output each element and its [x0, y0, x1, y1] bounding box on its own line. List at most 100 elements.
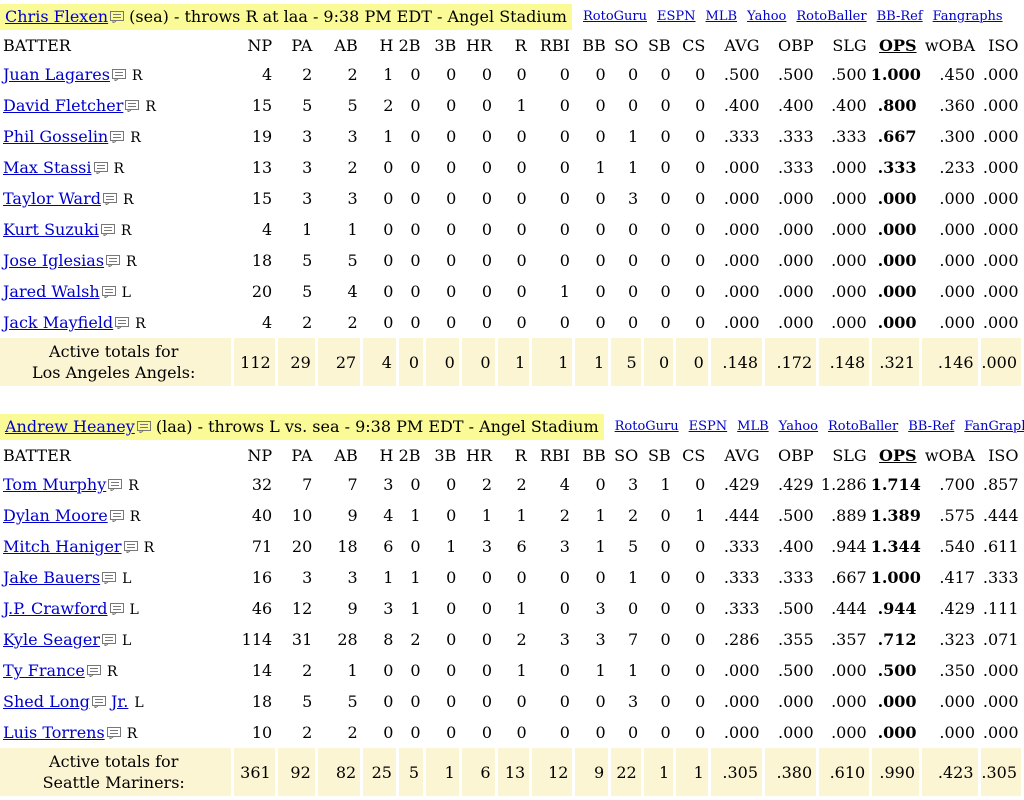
stat-np: 15 [251, 189, 273, 208]
stat-slg: .000 [831, 313, 867, 332]
stat-cs: 0 [695, 537, 706, 556]
stat-2b: 0 [410, 189, 421, 208]
stat-obp: .000 [778, 251, 814, 270]
link-mlb[interactable]: MLB [705, 9, 738, 24]
stat-woba: .000 [939, 692, 976, 711]
link-yahoo[interactable]: Yahoo [747, 9, 787, 24]
stat-h: 8 [383, 630, 394, 649]
pitcher-name-link[interactable]: Andrew Heaney [5, 417, 135, 436]
totals-row: Active totals for Seattle Mariners: 361 92 8… [0, 748, 1024, 796]
link-rotoballer[interactable]: RotoBaller [828, 419, 899, 434]
stat-np: 15 [251, 96, 273, 115]
batter-name-cell: J.P. Crawford L [0, 593, 233, 624]
column-header-ops[interactable]: OPS [879, 36, 917, 55]
column-header-ops[interactable]: OPS [879, 446, 917, 465]
stat-ab: 3 [347, 189, 358, 208]
stat-h: 1 [383, 65, 394, 84]
note-icon[interactable] [100, 221, 115, 237]
stat-iso: .333 [982, 568, 1019, 587]
batter-name-link[interactable]: Tom Murphy [3, 475, 107, 494]
table-row: Taylor Ward R 15 3 3 0 0 0 0 0 0 0 3 0 0.000.000.000.0… [0, 183, 1023, 214]
note-icon[interactable] [101, 283, 116, 299]
batter-name-suffix-link[interactable]: Jr. [110, 692, 129, 711]
link-rotoguru[interactable]: RotoGuru [582, 9, 647, 24]
batter-name-link[interactable]: Jake Bauers [3, 568, 101, 587]
stat-cs: 0 [695, 96, 706, 115]
stat-r: 1 [516, 96, 527, 115]
stat-bb: 0 [595, 568, 606, 587]
link-bbref[interactable]: BB-Ref [876, 9, 923, 24]
link-fangraphs[interactable]: Fangraphs [932, 9, 1003, 24]
batter-name-link[interactable]: Ty France [3, 661, 85, 680]
note-icon[interactable] [115, 314, 130, 330]
link-rotoballer[interactable]: RotoBaller [796, 9, 867, 24]
note-icon[interactable] [110, 5, 125, 24]
batter-name-link[interactable]: Jose Iglesias [3, 251, 105, 270]
note-icon[interactable] [111, 66, 126, 82]
stat-so: 0 [628, 65, 639, 84]
batter-name-link[interactable]: Jack Mayfield [3, 313, 114, 332]
note-icon[interactable] [106, 724, 121, 740]
link-rotoguru[interactable]: RotoGuru [614, 419, 679, 434]
stat-bb: 0 [595, 127, 606, 146]
stat-cs: 0 [695, 251, 706, 270]
note-icon[interactable] [93, 159, 108, 175]
stat-rbi: 0 [559, 127, 570, 146]
note-icon[interactable] [91, 693, 106, 709]
batter-hand: L [121, 633, 132, 649]
batter-name-link[interactable]: Jared Walsh [3, 282, 100, 301]
link-mlb[interactable]: MLB [737, 419, 769, 434]
table-row: Max Stassi R 13 3 2 0 0 0 0 0 0 1 1 0 0.000.333.000.33… [0, 152, 1023, 183]
batter-name-link[interactable]: Kyle Seager [3, 630, 100, 649]
note-icon[interactable] [109, 507, 124, 523]
note-icon[interactable] [136, 415, 151, 434]
batter-name-link[interactable]: J.P. Crawford [3, 599, 108, 618]
total-rbi: 1 [530, 338, 576, 386]
stat-iso: .857 [982, 475, 1019, 494]
batter-name-link[interactable]: Mitch Haniger [3, 537, 122, 556]
stat-rbi: 3 [559, 630, 570, 649]
note-icon[interactable] [123, 538, 138, 554]
link-fangraphs[interactable]: FanGraphs [964, 419, 1024, 434]
stat-sb: 0 [660, 251, 671, 270]
stat-cs: 0 [695, 630, 706, 649]
batter-name-link[interactable]: Shed Long [3, 692, 90, 711]
stat-r: 0 [516, 251, 527, 270]
batter-name-link[interactable]: Juan Lagares [3, 65, 110, 84]
stat-r: 1 [516, 506, 527, 525]
link-bbref[interactable]: BB-Ref [908, 419, 955, 434]
note-icon[interactable] [108, 476, 123, 492]
link-yahoo[interactable]: Yahoo [778, 419, 819, 434]
stat-2b: 0 [410, 723, 421, 742]
column-header-cs: CS [682, 446, 706, 465]
batter-name-link[interactable]: Max Stassi [3, 158, 92, 177]
batter-name-cell: Juan Lagares R [0, 59, 233, 90]
stat-bb: 0 [595, 189, 606, 208]
batter-name-link[interactable]: Luis Torrens [3, 723, 105, 742]
stat-rbi: 4 [559, 475, 570, 494]
batter-hand: R [126, 254, 137, 270]
batter-name-link[interactable]: Dylan Moore [3, 506, 108, 525]
stat-3b: 0 [446, 630, 457, 649]
pitcher-name-link[interactable]: Chris Flexen [5, 7, 109, 26]
batter-name-link[interactable]: Taylor Ward [3, 189, 101, 208]
link-espn[interactable]: ESPN [657, 9, 696, 24]
stat-hr: 0 [481, 96, 493, 115]
batter-name-link[interactable]: David Fletcher [3, 96, 124, 115]
note-icon[interactable] [102, 569, 117, 585]
stat-3b: 0 [446, 282, 457, 301]
note-icon[interactable] [86, 662, 101, 678]
note-icon[interactable] [106, 252, 121, 268]
stat-2b: 0 [410, 127, 421, 146]
link-espn[interactable]: ESPN [688, 419, 728, 434]
batter-name-link[interactable]: Phil Gosselin [3, 127, 109, 146]
note-icon[interactable] [125, 97, 140, 113]
note-icon[interactable] [101, 631, 116, 647]
batter-name-cell: Dylan Moore R [0, 500, 233, 531]
note-icon[interactable] [102, 190, 117, 206]
column-header-obp: OBP [778, 36, 814, 55]
stat-hr: 0 [481, 723, 493, 742]
note-icon[interactable] [110, 128, 125, 144]
batter-name-link[interactable]: Kurt Suzuki [3, 220, 99, 239]
note-icon[interactable] [109, 600, 124, 616]
